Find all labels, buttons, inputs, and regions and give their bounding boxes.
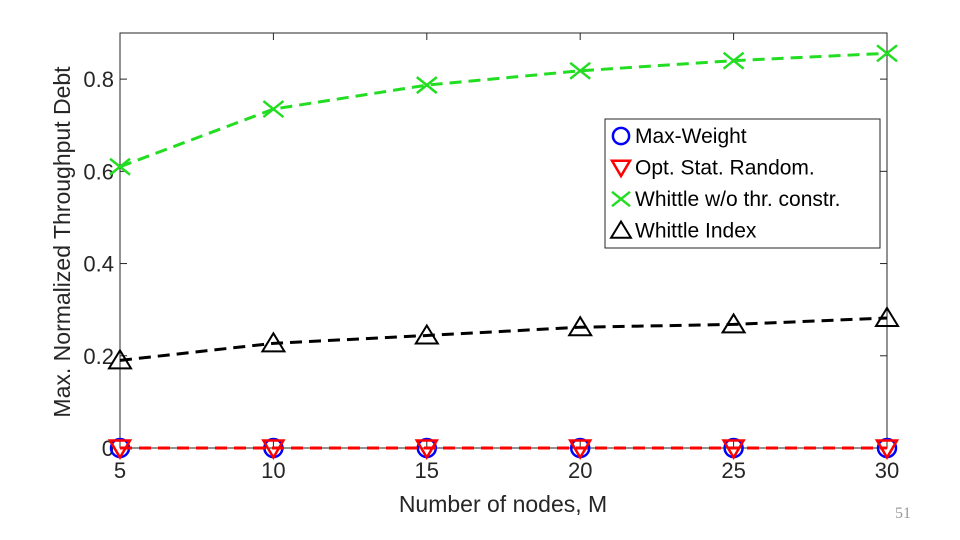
- marker-triangle-down: [609, 159, 633, 179]
- series-line: [119, 316, 888, 362]
- marker-triangle-down: [874, 439, 900, 460]
- legend-label: Max-Weight: [635, 125, 747, 148]
- marker-x-stroke: [262, 100, 285, 119]
- marker-x: [262, 100, 285, 119]
- legend-label: Whittle w/o thr. constr.: [635, 188, 840, 211]
- marker-x: [876, 44, 898, 63]
- marker-x: [611, 190, 631, 208]
- marker-x-stroke: [876, 44, 898, 63]
- marker-triangle-up: [874, 306, 900, 327]
- x-tick-label: 25: [721, 458, 745, 483]
- page-number: 51: [895, 505, 911, 522]
- legend-marker: [611, 190, 631, 208]
- marker-x-stroke: [109, 157, 131, 176]
- marker-triangle-up: [414, 323, 440, 345]
- marker-x: [109, 157, 131, 176]
- marker-circle: [611, 126, 631, 146]
- marker-triangle-down: [568, 439, 593, 460]
- marker-triangle-down: [261, 439, 286, 460]
- x-axis: 5 10 15 20 25 30: [114, 33, 899, 483]
- y-axis: 00.20.40.60.8: [83, 67, 887, 461]
- x-tick-label: 5: [114, 458, 126, 483]
- series-whittle-index: [107, 306, 900, 370]
- marker-x: [416, 76, 438, 95]
- x-tick-label: 30: [875, 458, 899, 483]
- y-axis-title: Max. Normalized Throughput Debt: [49, 66, 75, 418]
- legend-marker: [609, 219, 633, 239]
- marker-triangle-up: [609, 219, 633, 239]
- marker-triangle-down: [721, 439, 746, 460]
- legend-box: [604, 118, 881, 249]
- x-tick-label: 20: [568, 458, 592, 483]
- marker-x: [569, 61, 591, 80]
- legend: Max-Weight Opt. Stat. Random. Whittle w/o …: [604, 118, 881, 249]
- marker-x-stroke: [722, 51, 745, 70]
- marker-triangle-down: [107, 439, 133, 460]
- legend-label: Opt. Stat. Random.: [635, 157, 815, 180]
- y-tick-label: 0.4: [83, 252, 114, 277]
- marker-x-stroke: [569, 61, 591, 80]
- legend-marker: [611, 126, 631, 146]
- marker-triangle-up: [107, 348, 133, 370]
- marker-x: [722, 51, 745, 70]
- marker-triangle-up: [260, 331, 287, 353]
- series-line: [119, 51, 888, 169]
- marker-x-stroke: [611, 190, 631, 208]
- marker-triangle-up: [720, 312, 747, 334]
- x-tick-label: 10: [261, 458, 285, 483]
- x-tick-label: 15: [415, 458, 439, 483]
- y-tick-label: 0.6: [83, 159, 114, 184]
- marker-triangle-down: [414, 439, 439, 460]
- legend-marker: [609, 159, 633, 179]
- x-axis-title: Number of nodes, M: [399, 491, 607, 517]
- y-tick-label: 0.2: [83, 344, 114, 369]
- marker-triangle-up: [567, 315, 593, 337]
- series-whittle-w-o-thr-constr: [109, 44, 898, 176]
- marker-x-stroke: [416, 76, 438, 95]
- series-layer: [107, 44, 900, 460]
- legend-label: Whittle Index: [635, 220, 757, 243]
- series-opt-stat-random: [107, 439, 900, 460]
- y-tick-label: 0.8: [83, 67, 114, 92]
